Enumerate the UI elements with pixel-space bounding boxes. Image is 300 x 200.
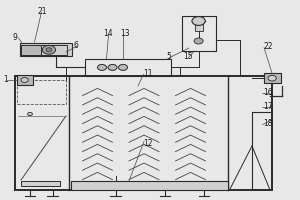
Bar [182,16,216,51]
Text: 6: 6 [74,42,78,50]
Circle shape [118,64,127,70]
Circle shape [108,64,117,70]
Circle shape [268,75,276,81]
Circle shape [42,45,56,54]
Circle shape [21,78,28,82]
Bar [15,76,272,190]
Bar [195,21,202,31]
Bar [21,181,60,186]
Bar [20,43,72,56]
Text: 21: 21 [38,6,47,16]
Bar [85,59,171,76]
Circle shape [46,48,52,52]
Circle shape [194,38,203,44]
Text: 1: 1 [3,75,8,84]
Circle shape [192,17,205,25]
Circle shape [28,112,32,116]
Text: 5: 5 [167,52,171,61]
Text: 12: 12 [143,138,153,148]
Bar [16,80,66,104]
Text: 16: 16 [263,88,273,97]
Text: 9: 9 [13,33,18,43]
Bar [16,75,33,85]
Circle shape [98,64,106,70]
Text: 15: 15 [183,52,193,61]
Bar [70,181,228,190]
Text: 17: 17 [263,102,273,111]
Text: 13: 13 [120,28,130,38]
Text: 22: 22 [263,42,273,51]
Text: 18: 18 [263,119,273,128]
Bar [41,45,67,55]
Bar [21,45,40,55]
Text: 11: 11 [143,68,153,77]
Bar [264,73,280,83]
Text: 14: 14 [103,28,113,38]
